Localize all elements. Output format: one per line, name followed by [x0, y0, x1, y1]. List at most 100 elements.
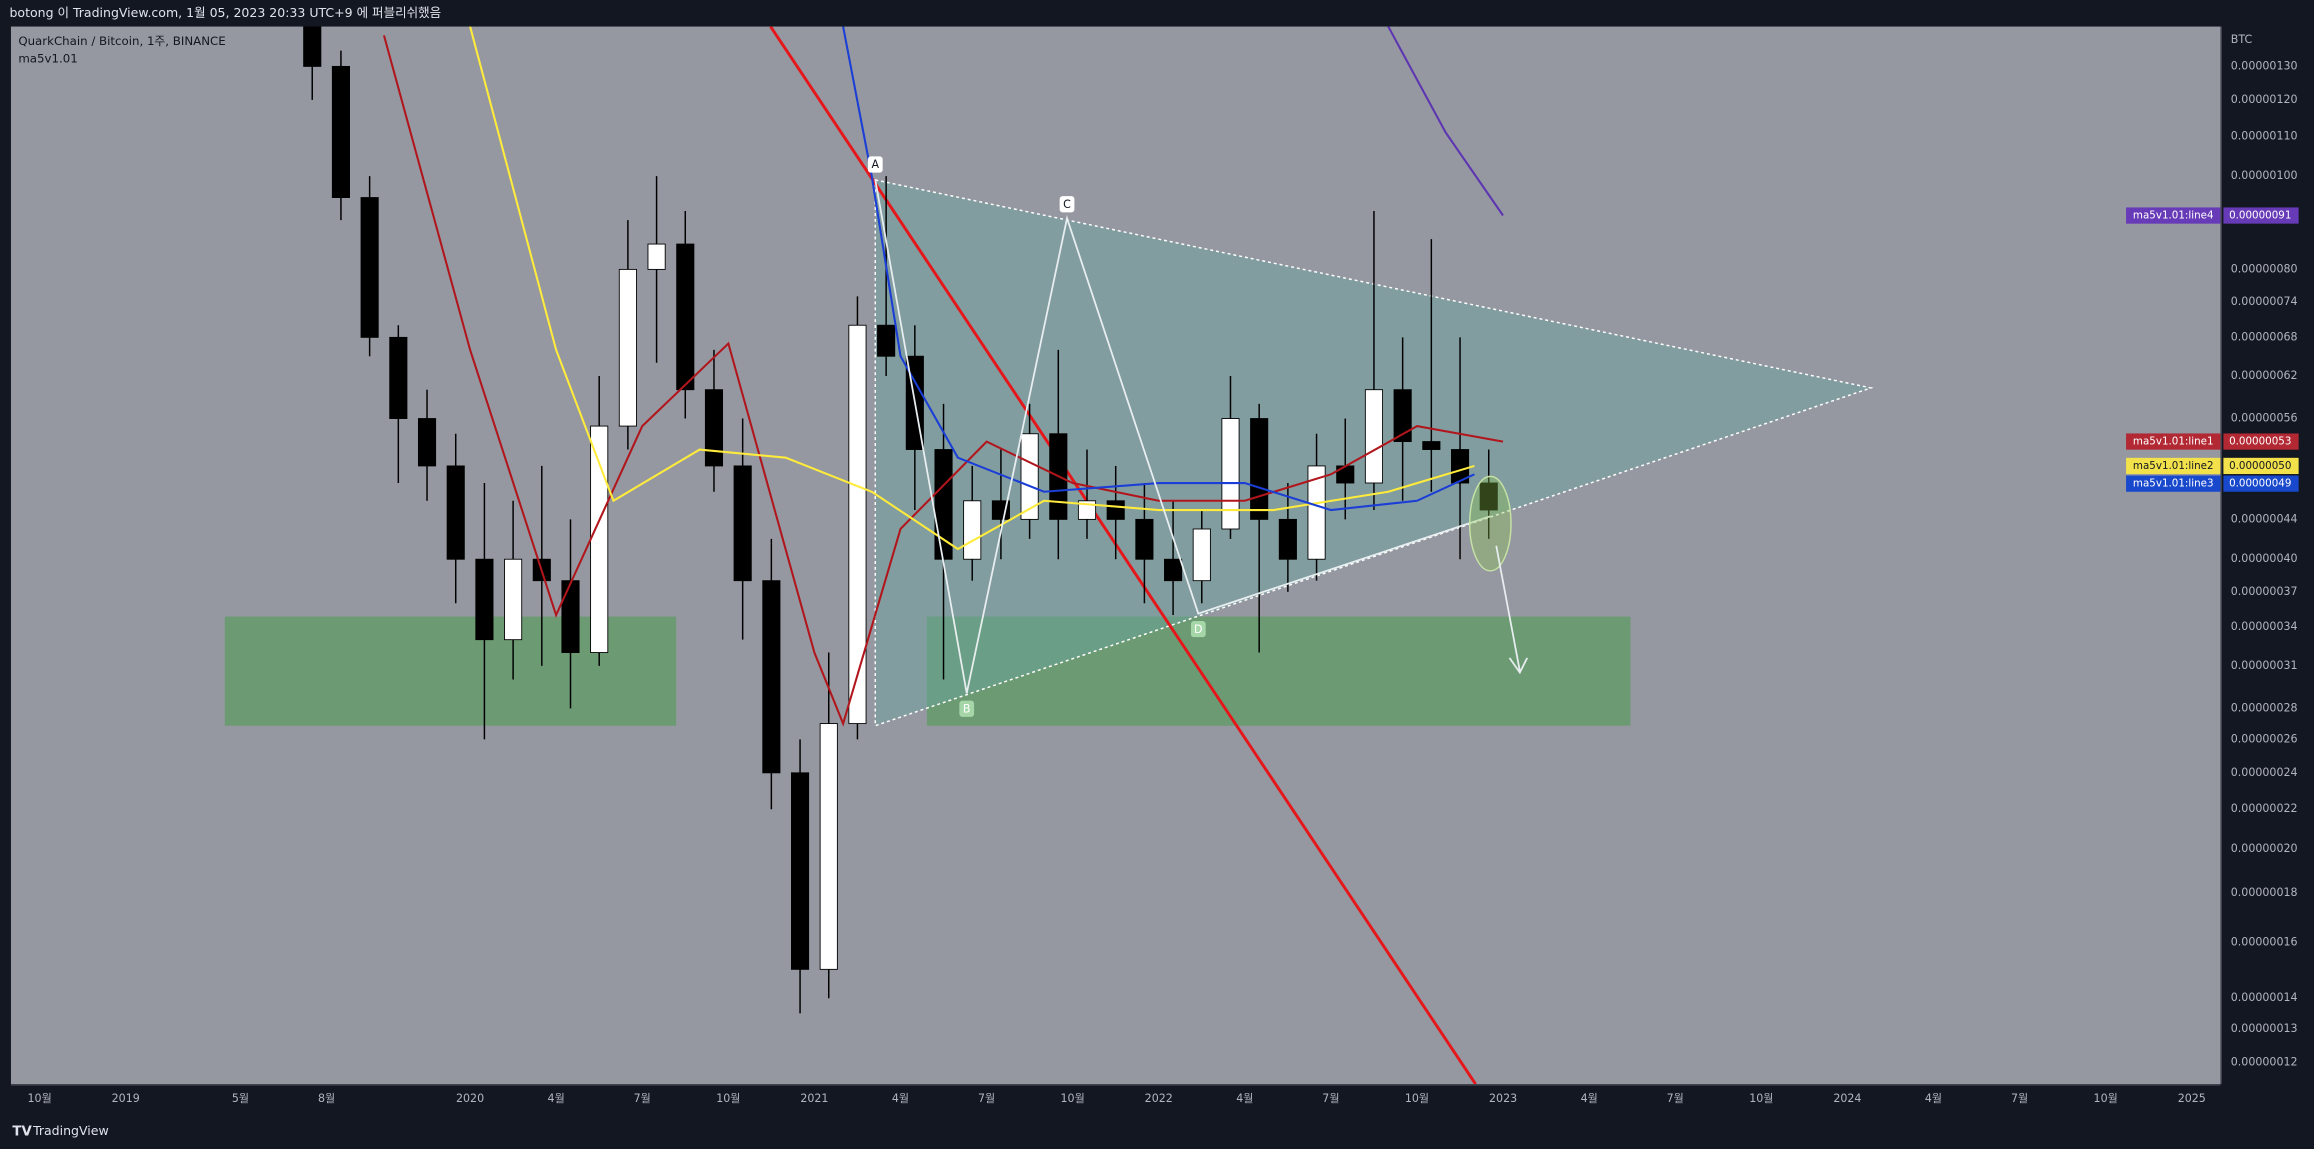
candle-body [963, 500, 982, 560]
price-label-name: ma5v1.01:line1 [2133, 436, 2214, 448]
candle-body [1192, 528, 1211, 582]
x-tick-label: 4월 [1236, 1092, 1253, 1105]
y-tick-label: 0.00000040 [2231, 552, 2298, 565]
candle-body [733, 465, 752, 582]
y-unit: BTC [2231, 33, 2253, 46]
price-label: 0.00000053 [2229, 436, 2291, 448]
arrow-head [1508, 657, 1529, 675]
candle-body [1307, 465, 1326, 560]
ma-line [1387, 26, 1504, 217]
moving-averages [382, 26, 1504, 727]
x-tick-label: 4월 [1925, 1092, 1942, 1105]
candle-body [504, 558, 523, 641]
candle-body [676, 243, 695, 391]
price-label-box [2223, 475, 2299, 492]
x-tick-label: 10월 [1749, 1092, 1773, 1105]
y-tick-label: 0.00000012 [2231, 1056, 2298, 1069]
y-tick-label: 0.00000031 [2231, 659, 2298, 672]
indicator-name: ma5v1.01 [18, 51, 77, 65]
x-tick-label: 7월 [978, 1092, 995, 1105]
pattern-label: A [871, 158, 879, 171]
x-tick-label: 2021 [800, 1092, 828, 1105]
candle-body [1221, 418, 1240, 530]
label-box [1190, 620, 1206, 638]
candle-body [647, 243, 666, 270]
candle-body [1020, 433, 1039, 520]
pattern-label: C [1063, 198, 1071, 211]
y-tick-label: 0.00000028 [2231, 701, 2298, 714]
candle-body [1250, 418, 1269, 520]
candle-body [1164, 558, 1183, 582]
y-tick-label: 0.00000016 [2231, 935, 2298, 948]
x-tick-label: 7월 [2011, 1092, 2028, 1105]
pattern: A B C D [867, 156, 1529, 717]
y-tick-label: 0.00000074 [2231, 295, 2298, 308]
candle-body [877, 324, 896, 357]
candle-body [1450, 449, 1470, 484]
candle-body [1336, 465, 1355, 484]
y-tick-label: 0.00000110 [2231, 129, 2298, 142]
y-tick-label: 0.00000018 [2231, 886, 2298, 899]
x-tick-label: 2022 [1145, 1092, 1173, 1105]
y-tick-label: 0.00000120 [2231, 93, 2298, 106]
x-tick-label: 2019 [112, 1092, 140, 1105]
label-box [959, 700, 975, 717]
price-label-name: ma5v1.01:line2 [2133, 460, 2214, 472]
candle-body [819, 723, 838, 970]
y-tick-label: 0.00000022 [2231, 802, 2298, 815]
y-tick-label: 0.00000130 [2231, 59, 2298, 72]
candle-body [1135, 518, 1154, 560]
candle-body [360, 197, 379, 338]
header-text: botong 이 TradingView.com, 1월 05, 2023 20… [9, 5, 441, 20]
abcd-pattern [874, 179, 1491, 694]
candle-body [848, 324, 867, 725]
x-tick-label: 10월 [2094, 1092, 2118, 1105]
candle-body [618, 268, 637, 427]
label-box [1059, 196, 1075, 213]
y-tick-label: 0.00000100 [2231, 169, 2298, 182]
price-label-name-box [2126, 475, 2221, 492]
y-tick-label: 0.00000056 [2231, 412, 2298, 425]
price-label-box [2223, 457, 2299, 475]
y-tick-label: 0.00000080 [2231, 262, 2298, 275]
candle-body [791, 772, 810, 970]
price-label: 0.00000091 [2229, 210, 2291, 222]
x-tick-label: 2025 [2178, 1092, 2206, 1105]
candle-body [704, 389, 724, 467]
x-tick-label: 4월 [1581, 1092, 1598, 1105]
x-tick-label: 2023 [1489, 1092, 1517, 1105]
x-tick-label: 7월 [1667, 1092, 1684, 1105]
price-label: 0.00000050 [2229, 460, 2291, 472]
price-label-name-box [2126, 433, 2221, 450]
x-tick-label: 10월 [1061, 1092, 1085, 1105]
x-tick-label: 7월 [634, 1092, 651, 1105]
candle-body [1422, 441, 1441, 450]
price-label-name-box [2126, 457, 2221, 475]
pattern-label: D [1194, 623, 1203, 636]
candle-body [331, 65, 350, 198]
price-label-name-box [2126, 207, 2221, 224]
price-label-name: ma5v1.01:line4 [2133, 210, 2214, 222]
candle-body [590, 425, 609, 653]
y-tick-label: 0.00000013 [2231, 1022, 2298, 1035]
y-tick-label: 0.00000020 [2231, 842, 2298, 855]
candle-body [1393, 389, 1412, 443]
candle-body [389, 336, 408, 419]
y-tick-label: 0.00000037 [2231, 585, 2298, 598]
y-tick-label: 0.00000062 [2231, 369, 2298, 382]
x-tick-label: 4월 [548, 1092, 565, 1105]
y-tick-label: 0.00000024 [2231, 766, 2298, 779]
price-label-box [2223, 433, 2299, 450]
candle-body [561, 580, 580, 653]
price-label-box [2223, 207, 2299, 224]
brand: TradingView [32, 1123, 109, 1138]
label-box [867, 156, 883, 173]
arrow [1495, 545, 1521, 672]
ma-line [469, 26, 1475, 551]
support-zone [224, 616, 677, 726]
candle-body [303, 26, 322, 67]
trend-line [769, 26, 1477, 1085]
x-tick-label: 8월 [318, 1092, 335, 1105]
